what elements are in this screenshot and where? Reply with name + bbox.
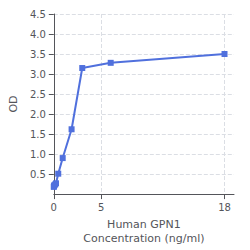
svg-text:OD: OD: [7, 95, 20, 112]
svg-text:3.5: 3.5: [30, 49, 46, 60]
svg-text:5: 5: [98, 202, 104, 213]
svg-text:3.0: 3.0: [30, 69, 46, 80]
svg-text:2.5: 2.5: [30, 89, 46, 100]
svg-text:4.0: 4.0: [30, 29, 46, 40]
svg-text:18: 18: [218, 202, 231, 213]
svg-text:Concentration (ng/ml): Concentration (ng/ml): [83, 232, 204, 245]
svg-text:Human GPN1: Human GPN1: [107, 218, 181, 231]
svg-text:0: 0: [51, 202, 57, 213]
svg-text:4.5: 4.5: [30, 9, 46, 20]
svg-text:0.5: 0.5: [30, 169, 46, 180]
svg-text:2.0: 2.0: [30, 109, 46, 120]
svg-text:1.5: 1.5: [30, 129, 46, 140]
svg-text:1.0: 1.0: [30, 149, 46, 160]
